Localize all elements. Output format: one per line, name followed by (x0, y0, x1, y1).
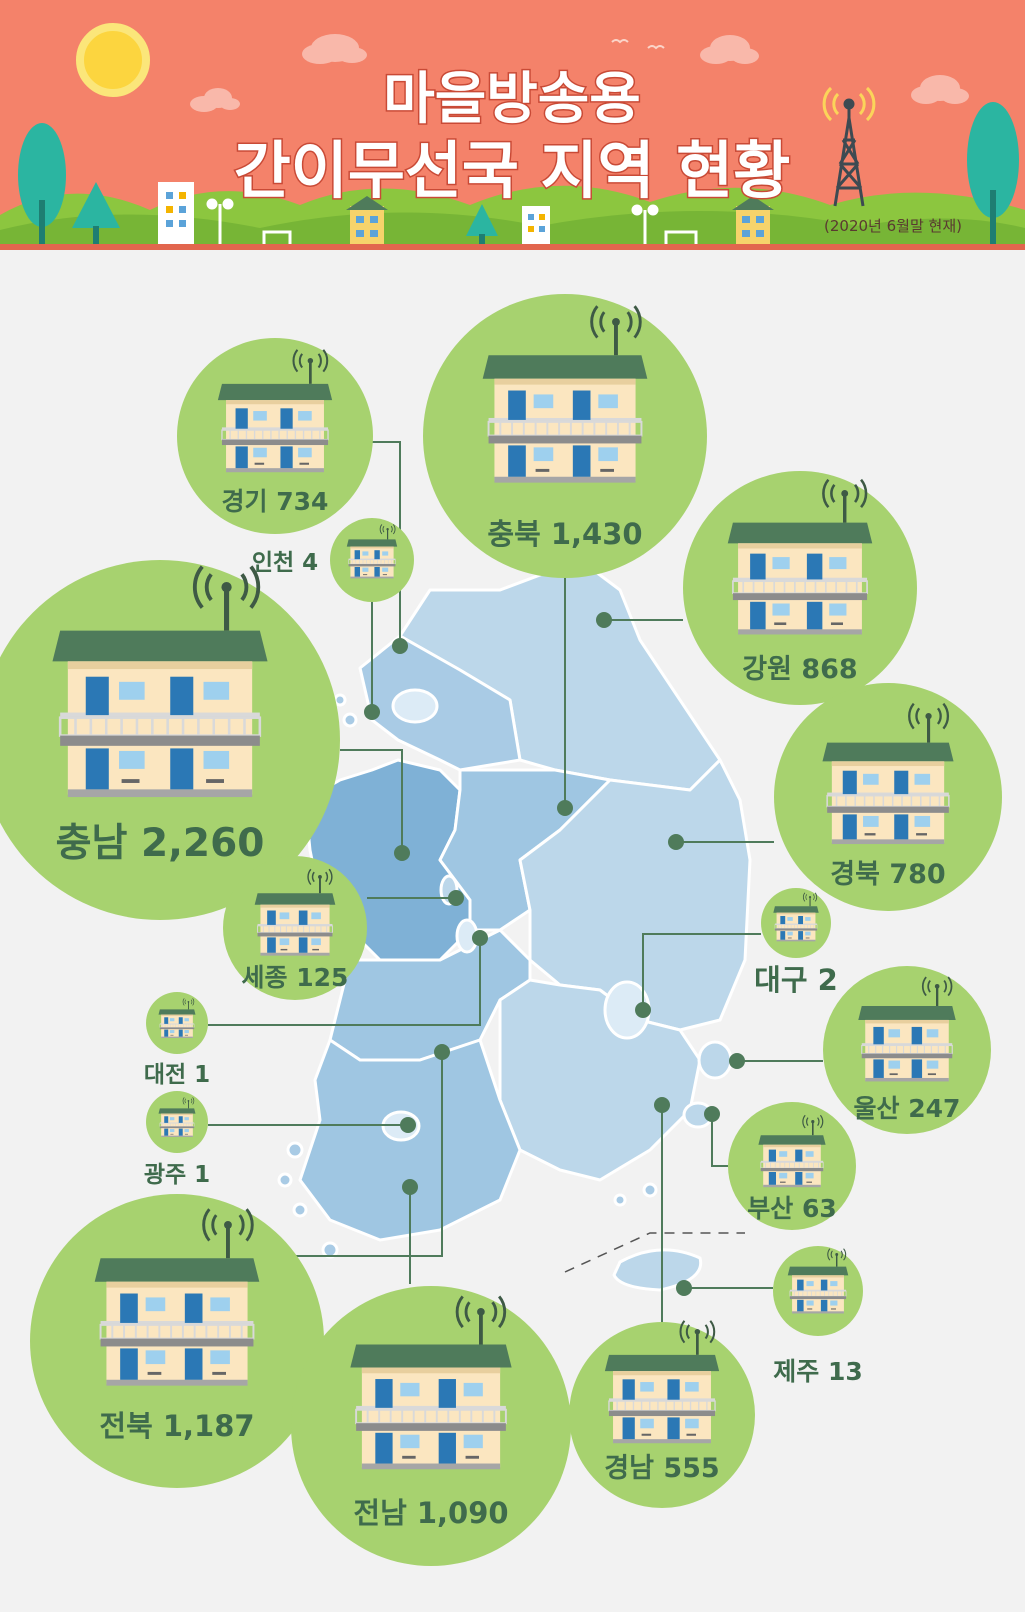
region-marker-gyeonggi[interactable]: 경기 734 (177, 338, 373, 534)
region-label-chungbuk: 충북 1,430 (487, 517, 642, 551)
map-region-gyeonggi (358, 634, 522, 772)
bench-icon (262, 230, 698, 244)
region-marker-jeonbuk[interactable]: 전북 1,187 (30, 1194, 324, 1488)
region-label-gwangju: 광주 1 (144, 1162, 210, 1188)
region-marker-gwangju[interactable]: 광주 1 (144, 1091, 210, 1188)
map-point-gyeongnam (654, 1097, 670, 1113)
map-point-jeonbuk (434, 1044, 450, 1060)
region-markers: 경기 734 인천 4 충북 1,430 강원 868 충남 2,260 경북 780 세종… (0, 294, 1002, 1566)
leader-line-chungnam (340, 749, 403, 853)
region-label-daegu: 대구 2 (754, 963, 838, 997)
map-point-gangwon (596, 612, 612, 628)
region-label-chungnam: 충남 2,260 (56, 821, 265, 866)
region-label-sejong: 세종 125 (242, 963, 349, 992)
region-marker-chungbuk[interactable]: 충북 1,430 (423, 294, 707, 578)
header-banner: 마을방송용 간이무선국 지역 현황 (2020년 6월말 현재) (0, 0, 1025, 250)
map-region-jeonnam (298, 1038, 522, 1242)
map-region-jeju (612, 1248, 703, 1292)
region-marker-chungnam[interactable]: 충남 2,260 (0, 560, 340, 920)
bird-icon (611, 39, 665, 50)
region-label-ulsan: 울산 247 (854, 1094, 961, 1123)
streetlamp-icon (206, 198, 659, 244)
region-label-gangwon: 강원 868 (742, 654, 857, 685)
region-marker-sejong[interactable]: 세종 125 (223, 856, 367, 1000)
leader-line-daegu (642, 933, 761, 1010)
map-point-daegu (635, 1002, 651, 1018)
region-marker-daejeon[interactable]: 대전 1 (144, 992, 210, 1088)
tree-icon (18, 102, 1019, 244)
leader-line-daejeon (208, 938, 481, 1026)
region-label-busan: 부산 63 (747, 1194, 837, 1223)
region-label-gyeongnam: 경남 555 (604, 1453, 719, 1484)
leader-line-busan (711, 1114, 728, 1167)
region-label-jeonnam: 전남 1,090 (353, 1496, 508, 1530)
title-line-2: 간이무선국 지역 현황 (234, 134, 791, 207)
region-label-jeju: 제주 13 (773, 1357, 863, 1386)
radio-tower-icon (822, 86, 876, 207)
map-point-ulsan (729, 1053, 745, 1069)
leader-lines (208, 441, 823, 1322)
region-marker-busan[interactable]: 부산 63 (728, 1102, 856, 1230)
region-label-jeonbuk: 전북 1,187 (99, 1409, 254, 1443)
region-label-daejeon: 대전 1 (144, 1062, 210, 1088)
map-point-daejeon (472, 930, 488, 946)
region-marker-gyeongbuk[interactable]: 경북 780 (774, 683, 1002, 911)
title-line-1: 마을방송용 (383, 67, 641, 132)
cloud-icon (190, 34, 969, 112)
map-point-jeju (676, 1280, 692, 1296)
map-point-chungnam (394, 845, 410, 861)
building-icon (158, 182, 774, 244)
sun-icon (76, 23, 150, 97)
map-region-ulsan (697, 1040, 733, 1080)
region-marker-gyeongnam[interactable]: 경남 555 (569, 1319, 755, 1508)
map-point-busan (704, 1106, 720, 1122)
region-marker-incheon[interactable]: 인천 4 (252, 518, 414, 602)
date-note: (2020년 6월말 현재) (824, 217, 962, 235)
sea-boundary (564, 1232, 745, 1273)
region-label-gyeonggi: 경기 734 (222, 487, 329, 516)
region-marker-jeju[interactable]: 제주 13 (773, 1246, 863, 1386)
region-marker-gangwon[interactable]: 강원 868 (683, 471, 917, 705)
region-marker-jeonnam[interactable]: 전남 1,090 (291, 1286, 571, 1566)
region-label-gyeongbuk: 경북 780 (830, 859, 945, 890)
map-point-gyeonggi (392, 638, 408, 654)
region-marker-ulsan[interactable]: 울산 247 (823, 966, 991, 1134)
map-region-seoul (391, 688, 439, 724)
region-label-incheon: 인천 4 (252, 550, 318, 576)
leader-dots (364, 612, 745, 1296)
map-point-chungbuk (557, 800, 573, 816)
map-point-jeonnam (402, 1179, 418, 1195)
map-point-gwangju (400, 1117, 416, 1133)
region-marker-daegu[interactable]: 대구 2 (754, 888, 838, 997)
map-point-gyeongbuk (668, 834, 684, 850)
map-point-sejong (448, 890, 464, 906)
map-point-incheon (364, 704, 380, 720)
leader-line-jeonbuk (294, 1052, 443, 1257)
